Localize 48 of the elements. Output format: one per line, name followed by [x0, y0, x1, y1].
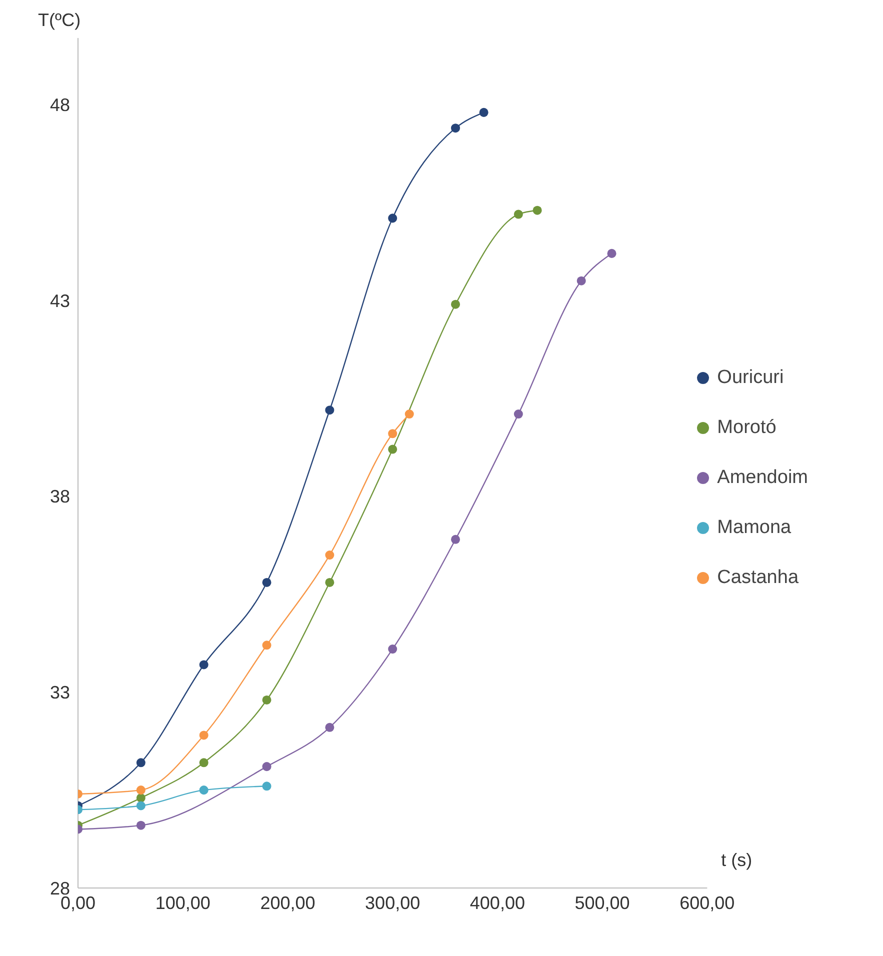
- y-tick-label: 38: [50, 486, 70, 507]
- point: [199, 730, 208, 740]
- point: [325, 578, 334, 587]
- point: [450, 534, 460, 544]
- y-axis-title: T(ºC): [38, 10, 81, 31]
- legend-label: Ouricuri: [717, 367, 784, 389]
- point: [262, 640, 272, 650]
- point: [262, 695, 272, 704]
- legend-label: Amendoim: [717, 467, 808, 489]
- point: [199, 758, 208, 768]
- point: [388, 214, 398, 223]
- point: [514, 210, 523, 219]
- x-tick-label: 400,00: [470, 892, 525, 913]
- point: [607, 248, 616, 258]
- point: [576, 276, 586, 286]
- point: [136, 820, 146, 830]
- y-tick-label: 33: [50, 682, 70, 703]
- point: [136, 801, 146, 810]
- y-tick-label: 43: [50, 290, 70, 311]
- point: [404, 410, 414, 419]
- legend-label: Mamona: [717, 517, 792, 539]
- x-tick-label: 600,00: [680, 892, 735, 913]
- point: [262, 782, 272, 791]
- point: [479, 108, 488, 117]
- point: [450, 124, 460, 133]
- point: [388, 644, 398, 654]
- legend-label: Morotó: [717, 417, 776, 439]
- point: [199, 786, 208, 795]
- point: [325, 722, 334, 732]
- point: [262, 762, 272, 772]
- point: [325, 406, 334, 415]
- x-tick-label: 100,00: [155, 892, 210, 913]
- point: [136, 758, 146, 768]
- x-tick-label: 200,00: [260, 892, 316, 913]
- point: [514, 410, 523, 419]
- point: [262, 578, 272, 587]
- y-tick-label: 48: [50, 94, 70, 115]
- point: [532, 206, 542, 215]
- point: [388, 444, 398, 454]
- point: [199, 660, 208, 670]
- x-tick-label: 500,00: [574, 892, 630, 913]
- point: [450, 300, 460, 309]
- legend-label: Castanha: [717, 567, 799, 589]
- point: [136, 786, 146, 795]
- point: [325, 550, 334, 560]
- x-axis-title: t (s): [721, 850, 752, 870]
- point: [388, 429, 398, 438]
- x-tick-label: 300,00: [365, 892, 420, 913]
